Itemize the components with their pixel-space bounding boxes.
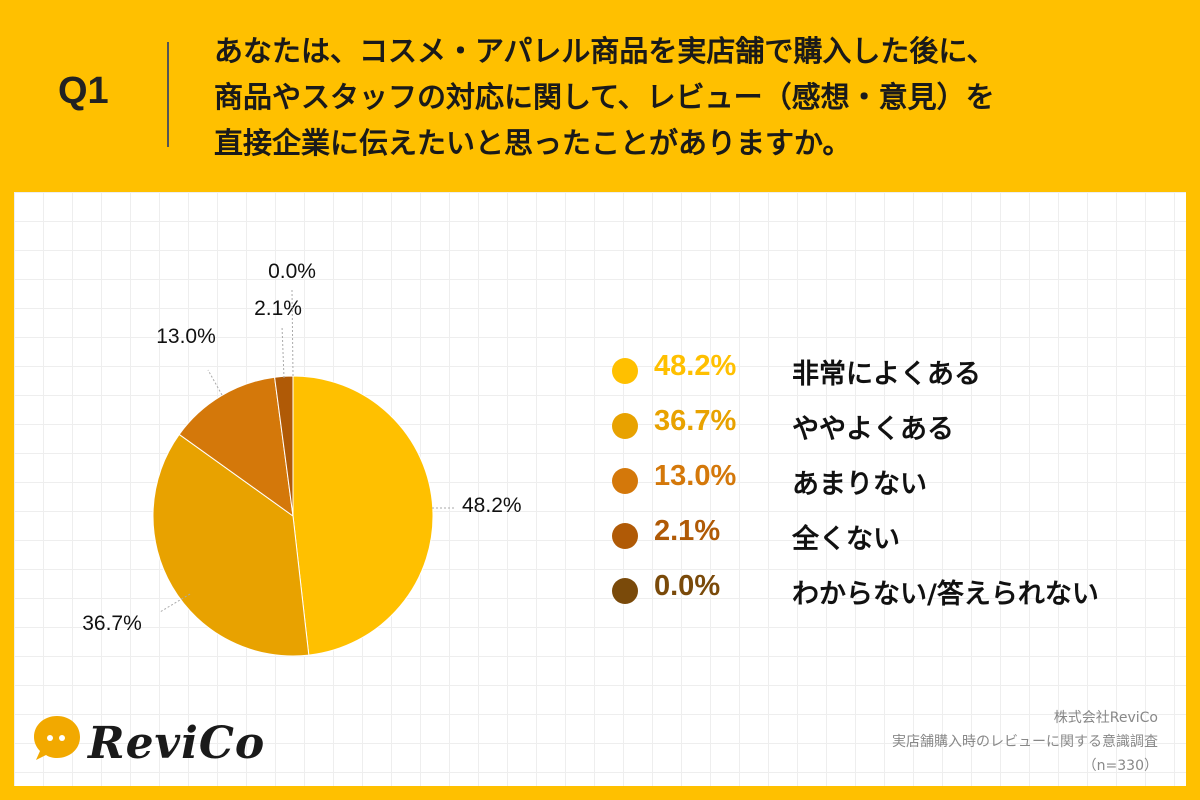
data-label-4: 0.0% (268, 260, 316, 283)
legend-percent: 13.0% (654, 460, 737, 492)
legend-dot-icon (612, 413, 638, 439)
source-note: 株式会社ReviCo 実店舗購入時のレビューに関する意識調査 （n=330） (892, 706, 1158, 778)
legend-dot-icon (612, 523, 638, 549)
source-sample: （n=330） (1082, 758, 1158, 774)
legend-label: 全くない (792, 524, 900, 555)
question-line-3: 直接企業に伝えたいと思ったことがありますか。 (214, 126, 852, 160)
legend-dot-icon (612, 358, 638, 384)
legend-item-2: 13.0% あまりない (612, 460, 1172, 500)
legend-dot-icon (612, 578, 638, 604)
question-text: あなたは、コスメ・アパレル商品を実店舗で購入した後に、 商品やスタッフの対応に関… (214, 28, 1174, 166)
revico-logo-icon (30, 712, 84, 770)
logo-text: ReviCo (88, 718, 266, 769)
source-survey: 実店舗購入時のレビューに関する意識調査 (892, 734, 1158, 750)
question-header: Q1 あなたは、コスメ・アパレル商品を実店舗で購入した後に、 商品やスタッフの対… (0, 0, 1200, 190)
legend-item-0: 48.2% 非常によくある (612, 350, 1172, 390)
legend-percent: 0.0% (654, 570, 721, 602)
legend-percent: 36.7% (654, 405, 737, 437)
legend-label: ややよくある (792, 414, 954, 445)
pie-slice-0 (292, 375, 434, 656)
data-label-3: 2.1% (254, 297, 302, 320)
legend-percent: 48.2% (654, 350, 737, 382)
header-divider (167, 42, 169, 147)
legend-item-3: 2.1% 全くない (612, 515, 1172, 555)
legend-label: わからない/答えられない (792, 579, 1099, 610)
source-company: 株式会社ReviCo (1053, 710, 1158, 726)
question-number: Q1 (58, 70, 109, 112)
legend-item-1: 36.7% ややよくある (612, 405, 1172, 445)
legend-label: あまりない (792, 469, 927, 500)
pie-slice-2 (178, 376, 294, 518)
legend-item-4: 0.0% わからない/答えられない (612, 570, 1172, 610)
leader-line-2 (207, 369, 223, 396)
leader-line-1 (159, 593, 191, 613)
data-label-1: 36.7% (82, 612, 142, 635)
data-label-0: 48.2% (462, 494, 522, 517)
data-label-2: 13.0% (156, 325, 216, 348)
legend-label: 非常によくある (792, 359, 981, 390)
legend-percent: 2.1% (654, 515, 721, 547)
legend-dot-icon (612, 468, 638, 494)
question-line-1: あなたは、コスメ・アパレル商品を実店舗で購入した後に、 (214, 34, 996, 68)
question-line-2: 商品やスタッフの対応に関して、レビュー（感想・意見）を (214, 80, 995, 114)
pie-slice-1 (152, 433, 310, 657)
leader-line-3 (281, 325, 285, 379)
